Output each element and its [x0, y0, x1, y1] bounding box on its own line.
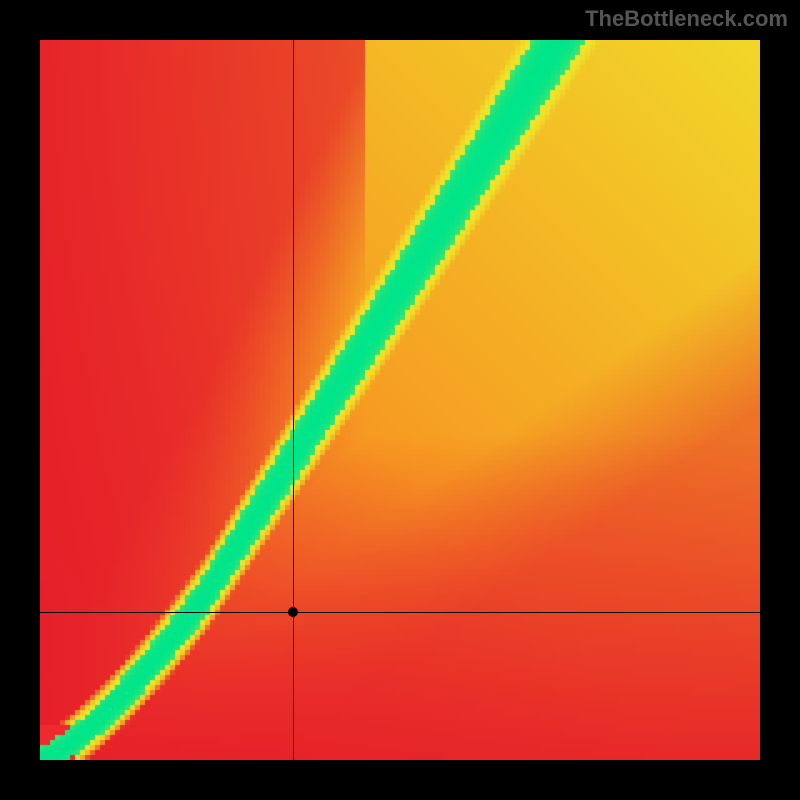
bottleneck-heatmap — [40, 40, 760, 760]
crosshair-horizontal — [40, 612, 760, 613]
watermark-label: TheBottleneck.com — [585, 6, 788, 32]
crosshair-vertical — [293, 40, 294, 760]
crosshair-marker — [288, 607, 298, 617]
chart-container: TheBottleneck.com — [0, 0, 800, 800]
